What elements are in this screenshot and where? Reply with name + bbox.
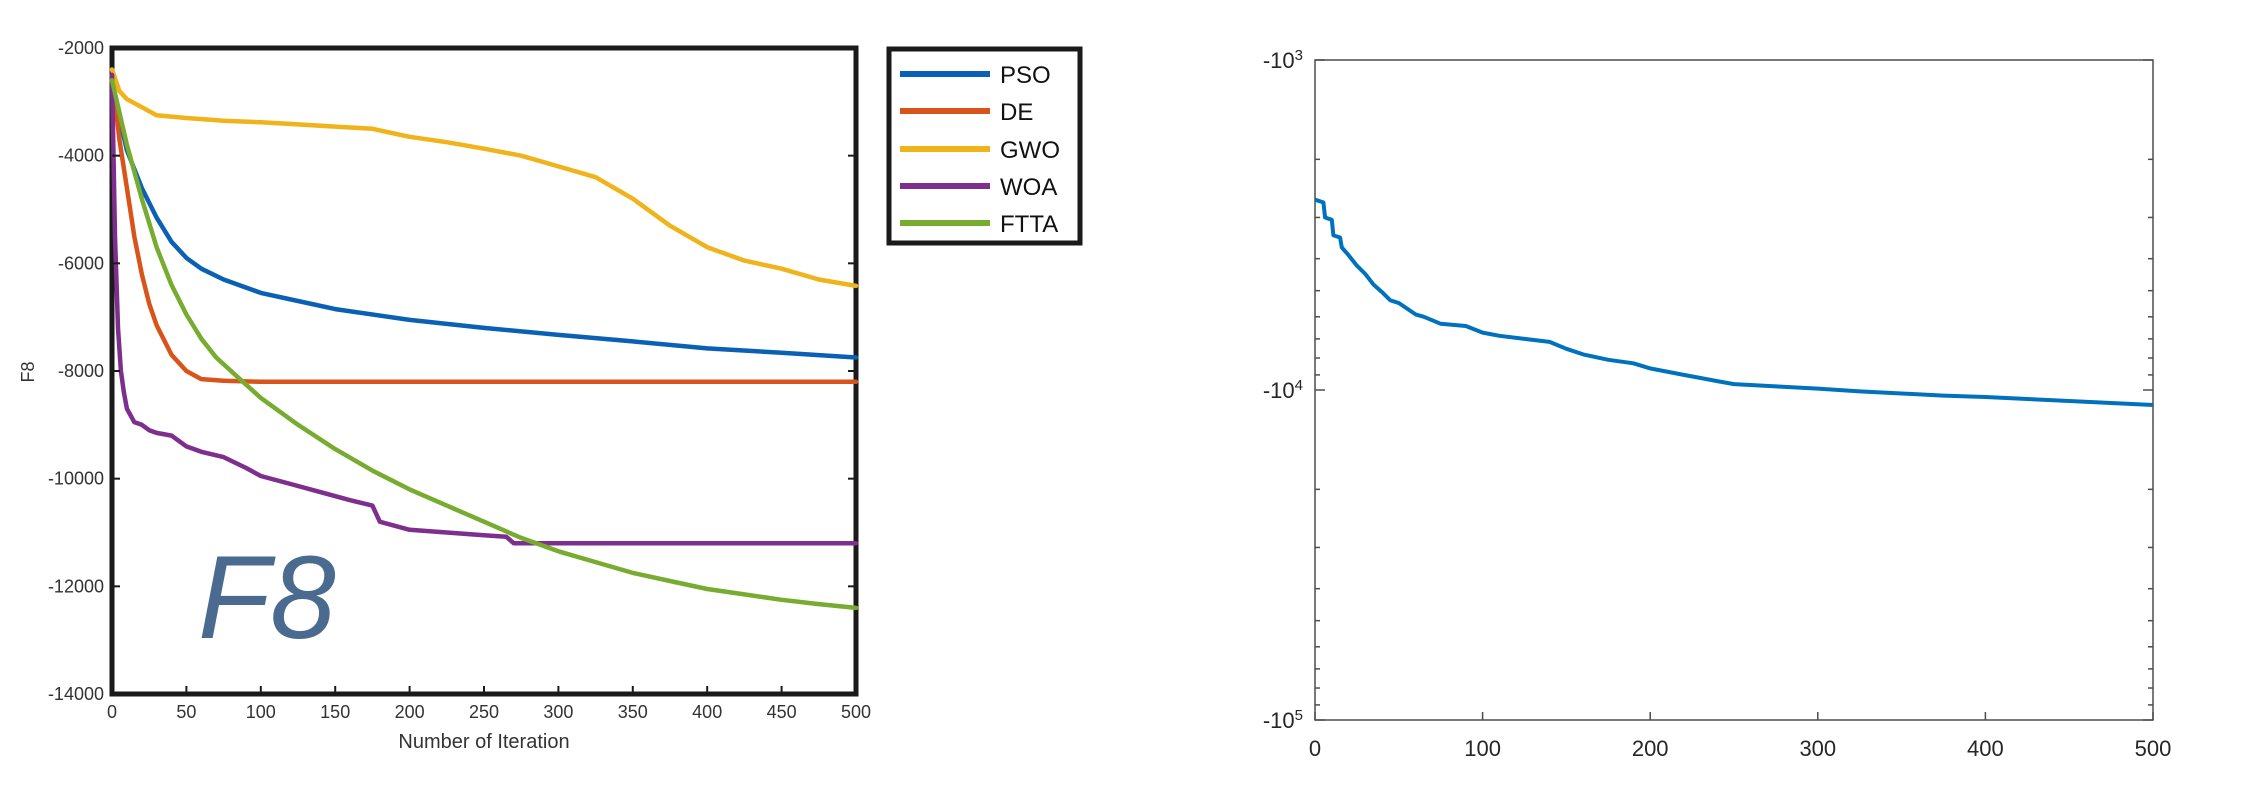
left-x-tick-label: 250: [469, 702, 499, 722]
right-series-group: [1314, 197, 2154, 407]
left-x-tick-label: 150: [320, 702, 350, 722]
series-line-ftta: [109, 78, 859, 611]
left-series-group: [109, 67, 859, 611]
left-legend: PSO DE GWO WOA FTTA: [886, 46, 1083, 246]
right-plot-area: [1314, 59, 2154, 721]
left-x-tick-label: 0: [107, 702, 117, 722]
series-line-gwo: [109, 67, 859, 289]
legend-label-pso: PSO: [1000, 62, 1051, 89]
left-x-tick-label: 450: [767, 702, 797, 722]
right-x-tick-label: 0: [1309, 736, 1321, 761]
left-y-tick-label: -4000: [58, 146, 104, 166]
left-x-tick-label: 300: [543, 702, 573, 722]
series-line-de: [109, 72, 859, 385]
left-y-tick-label: -10000: [48, 469, 104, 489]
left-y-axis-label: F8: [18, 361, 38, 382]
left-y-tick-label: -2000: [58, 38, 104, 58]
right-chart: 0 100 200 300 400 500 -103 -104 -105: [1263, 47, 2172, 762]
right-y-tick-label: -103: [1263, 47, 1303, 74]
right-x-tick-label: 300: [1799, 736, 1836, 761]
legend-entry-ftta: FTTA: [900, 211, 1058, 238]
legend-label-woa: WOA: [1000, 174, 1057, 201]
right-series-line: [1314, 197, 2154, 407]
legend-label-de: DE: [1000, 99, 1033, 126]
right-x-ticks: 0 100 200 300 400 500: [1309, 712, 2171, 761]
legend-entry-woa: WOA: [900, 174, 1057, 201]
left-x-tick-label: 500: [841, 702, 871, 722]
legend-entry-de: DE: [900, 99, 1033, 126]
right-x-tick-label: 200: [1632, 736, 1669, 761]
legend-label-ftta: FTTA: [1000, 211, 1058, 238]
series-line-woa: [109, 72, 859, 546]
left-x-tick-label: 100: [246, 702, 276, 722]
left-x-tick-label: 350: [618, 702, 648, 722]
series-line-pso: [109, 78, 859, 360]
legend-label-gwo: GWO: [1000, 137, 1060, 164]
right-x-tick-label: 100: [1464, 736, 1501, 761]
right-x-tick-label: 500: [2135, 736, 2172, 761]
right-y-ticks: -103 -104 -105: [1263, 47, 2153, 734]
right-y-tick-label: -105: [1263, 707, 1303, 734]
left-y-ticks: -14000 -12000 -10000 -8000 -6000 -4000 -2000: [48, 38, 856, 704]
left-x-tick-label: 50: [176, 702, 196, 722]
left-y-tick-label: -12000: [48, 576, 104, 596]
left-annotation: F8: [198, 532, 336, 664]
left-plot-area: [109, 45, 859, 697]
legend-entry-gwo: GWO: [900, 137, 1060, 164]
left-y-tick-label: -14000: [48, 684, 104, 704]
left-y-tick-label: -8000: [58, 361, 104, 381]
left-chart: 0 50 100 150 200 250 300 350 400 450 500 -14000 -12…: [18, 38, 1083, 753]
left-y-tick-label: -6000: [58, 253, 104, 273]
left-x-ticks: 0 50 100 150 200 250 300 350 400 450 500: [107, 686, 871, 722]
right-y-tick-label: -104: [1263, 377, 1303, 404]
right-x-tick-label: 400: [1967, 736, 2004, 761]
left-x-tick-label: 400: [692, 702, 722, 722]
legend-entry-pso: PSO: [900, 62, 1051, 89]
left-x-tick-label: 200: [395, 702, 425, 722]
left-x-axis-label: Number of Iteration: [398, 731, 569, 753]
